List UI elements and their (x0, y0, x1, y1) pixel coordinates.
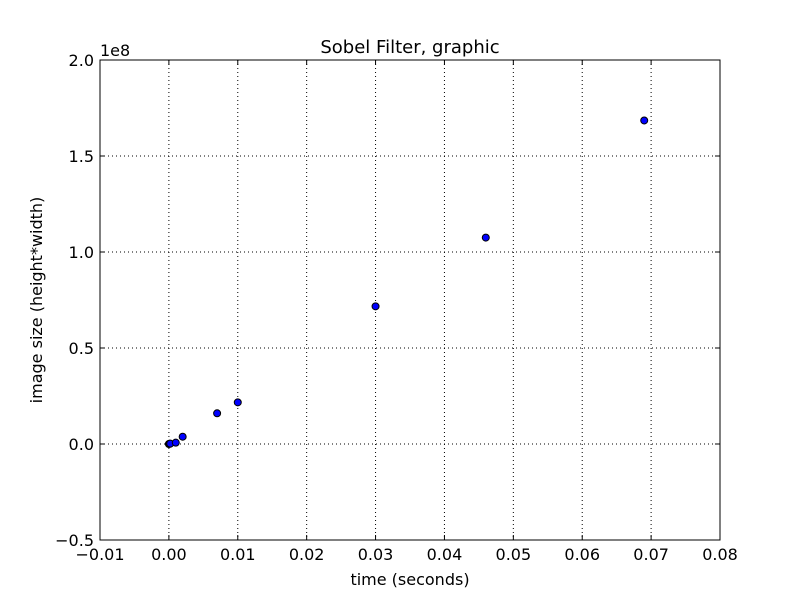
x-tick-label: 0.01 (220, 545, 256, 564)
data-point (371, 302, 380, 311)
chart-title: Sobel Filter, graphic (320, 37, 499, 58)
x-tick-label: 0.06 (564, 545, 600, 564)
y-tick-label: 2.0 (69, 51, 94, 70)
plot-area (100, 60, 720, 540)
y-tick-label: 0.0 (69, 435, 94, 454)
ticks: −0.01 0.00 0.01 0.02 0.03 0.04 0.05 0.06 0.07 0.0… (55, 51, 738, 564)
data-point (481, 233, 490, 242)
grid (100, 60, 720, 540)
data-point (178, 432, 187, 441)
x-tick-label: 0.08 (702, 545, 738, 564)
data-point (640, 116, 649, 125)
x-tick-label: 0.02 (289, 545, 325, 564)
x-tick-label: 0.03 (358, 545, 394, 564)
y-offset-label: 1e8 (100, 41, 130, 60)
x-axis-label: time (seconds) (350, 570, 469, 589)
data-points (164, 116, 649, 448)
y-tick-label: 0.5 (69, 339, 94, 358)
data-point (171, 438, 180, 447)
x-tick-label: 0.05 (496, 545, 532, 564)
y-axis-label: image size (height*width) (27, 197, 46, 404)
y-tick-label: 1.0 (69, 243, 94, 262)
y-tick-label: −0.5 (55, 531, 94, 550)
y-tick-label: 1.5 (69, 147, 94, 166)
plot-frame (99, 59, 721, 541)
x-tick-label: 0.00 (151, 545, 187, 564)
x-tick-label: 0.04 (427, 545, 463, 564)
data-point (233, 398, 242, 407)
x-tick-label: −0.01 (75, 545, 124, 564)
x-tick-label: 0.07 (633, 545, 669, 564)
data-point (213, 409, 222, 418)
